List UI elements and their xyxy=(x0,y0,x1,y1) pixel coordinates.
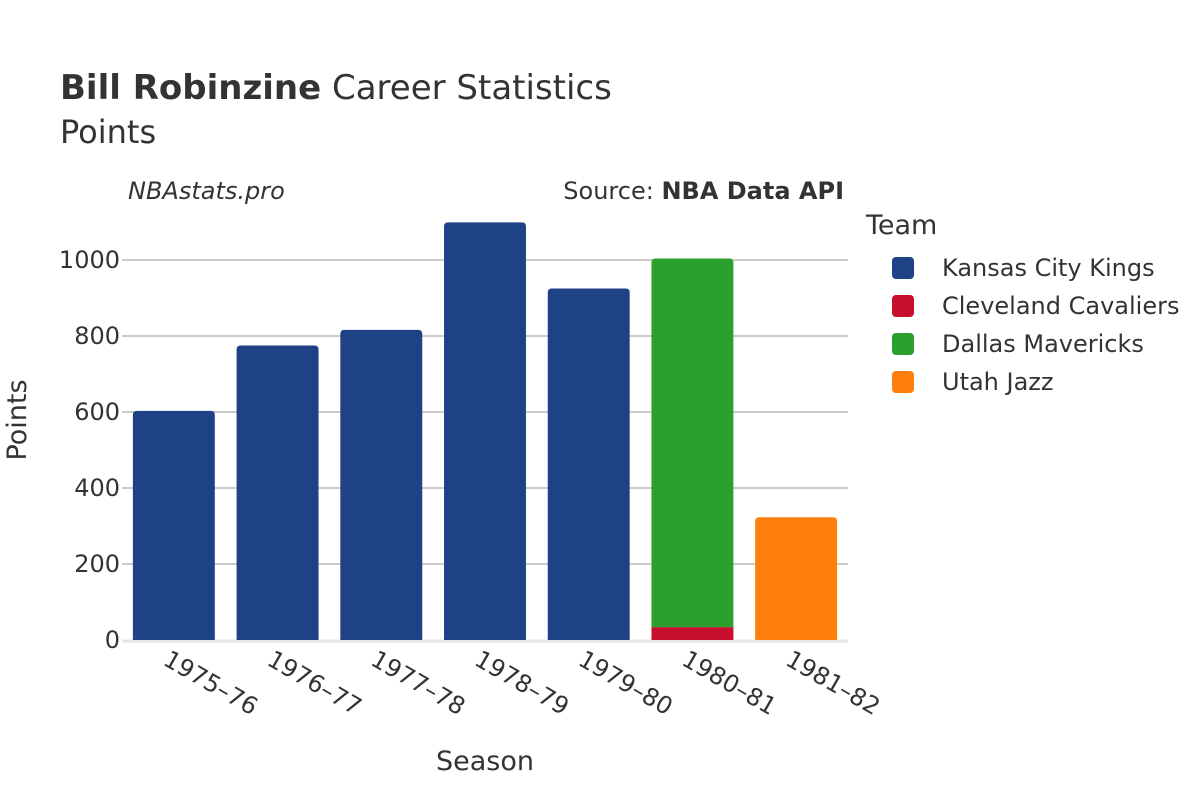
y-tick-label: 800 xyxy=(74,322,120,350)
bar-kansas-city-kings xyxy=(547,288,630,640)
bar-cleveland-cavaliers xyxy=(651,627,734,640)
bar-utah-jazz xyxy=(755,517,838,640)
x-tick-label: 1978–79 xyxy=(470,645,574,721)
y-tick-label: 0 xyxy=(105,626,120,654)
x-axis-title: Season xyxy=(436,746,534,777)
legend-swatch xyxy=(892,333,914,355)
x-tick-label: 1979–80 xyxy=(574,645,678,721)
watermark: NBAstats.pro xyxy=(128,177,285,205)
y-axis: 0 200 400 600 800 1000 xyxy=(59,246,120,654)
legend-swatch xyxy=(892,295,914,317)
y-axis-title: Points xyxy=(2,379,33,460)
source-prefix: Source: xyxy=(563,177,662,205)
legend-item[interactable]: Dallas Mavericks xyxy=(866,325,1179,363)
legend-label: Utah Jazz xyxy=(942,368,1054,396)
legend-label: Cleveland Cavaliers xyxy=(942,292,1180,320)
y-tick-label: 1000 xyxy=(59,246,120,274)
source-credit: Source: NBA Data API xyxy=(563,177,844,205)
chart-title-rest: Career Statistics xyxy=(331,68,612,108)
bar-kansas-city-kings xyxy=(236,345,319,640)
bar-kansas-city-kings xyxy=(340,329,423,640)
legend-label: Kansas City Kings xyxy=(942,254,1155,282)
bar-kansas-city-kings xyxy=(132,410,215,640)
chart-title: Bill Robinzine Career Statistics xyxy=(60,68,612,108)
x-tick-label: 1980–81 xyxy=(677,645,781,721)
legend-item[interactable]: Utah Jazz xyxy=(866,363,1179,401)
x-axis: 1975–76 1976–77 1977–78 1978–79 1979–80 1980–… xyxy=(159,645,885,721)
x-tick-label: 1977–78 xyxy=(366,645,470,721)
legend-label: Dallas Mavericks xyxy=(942,330,1144,358)
y-tick-label: 600 xyxy=(74,398,120,426)
bar-kansas-city-kings xyxy=(444,222,526,640)
source-name: NBA Data API xyxy=(661,177,844,205)
chart-title-player: Bill Robinzine xyxy=(60,68,322,108)
legend-title: Team xyxy=(866,210,938,241)
x-tick-label: 1975–76 xyxy=(159,645,263,721)
bars xyxy=(132,222,838,640)
chart-subtitle: Points xyxy=(60,113,157,151)
x-tick-label: 1981–82 xyxy=(781,645,885,721)
y-tick-label: 400 xyxy=(74,474,120,502)
legend-swatch xyxy=(892,371,914,393)
x-tick-label: 1976–77 xyxy=(263,645,367,721)
legend-items: Kansas City Kings Cleveland Cavaliers Dall… xyxy=(866,249,1179,401)
bar-dallas-mavericks xyxy=(651,258,734,628)
legend-item[interactable]: Cleveland Cavaliers xyxy=(866,287,1179,325)
legend-item[interactable]: Kansas City Kings xyxy=(866,249,1179,287)
legend: Team Kansas City Kings Cleveland Cavalier… xyxy=(866,210,1179,401)
y-tick-label: 200 xyxy=(74,550,120,578)
legend-swatch xyxy=(892,257,914,279)
